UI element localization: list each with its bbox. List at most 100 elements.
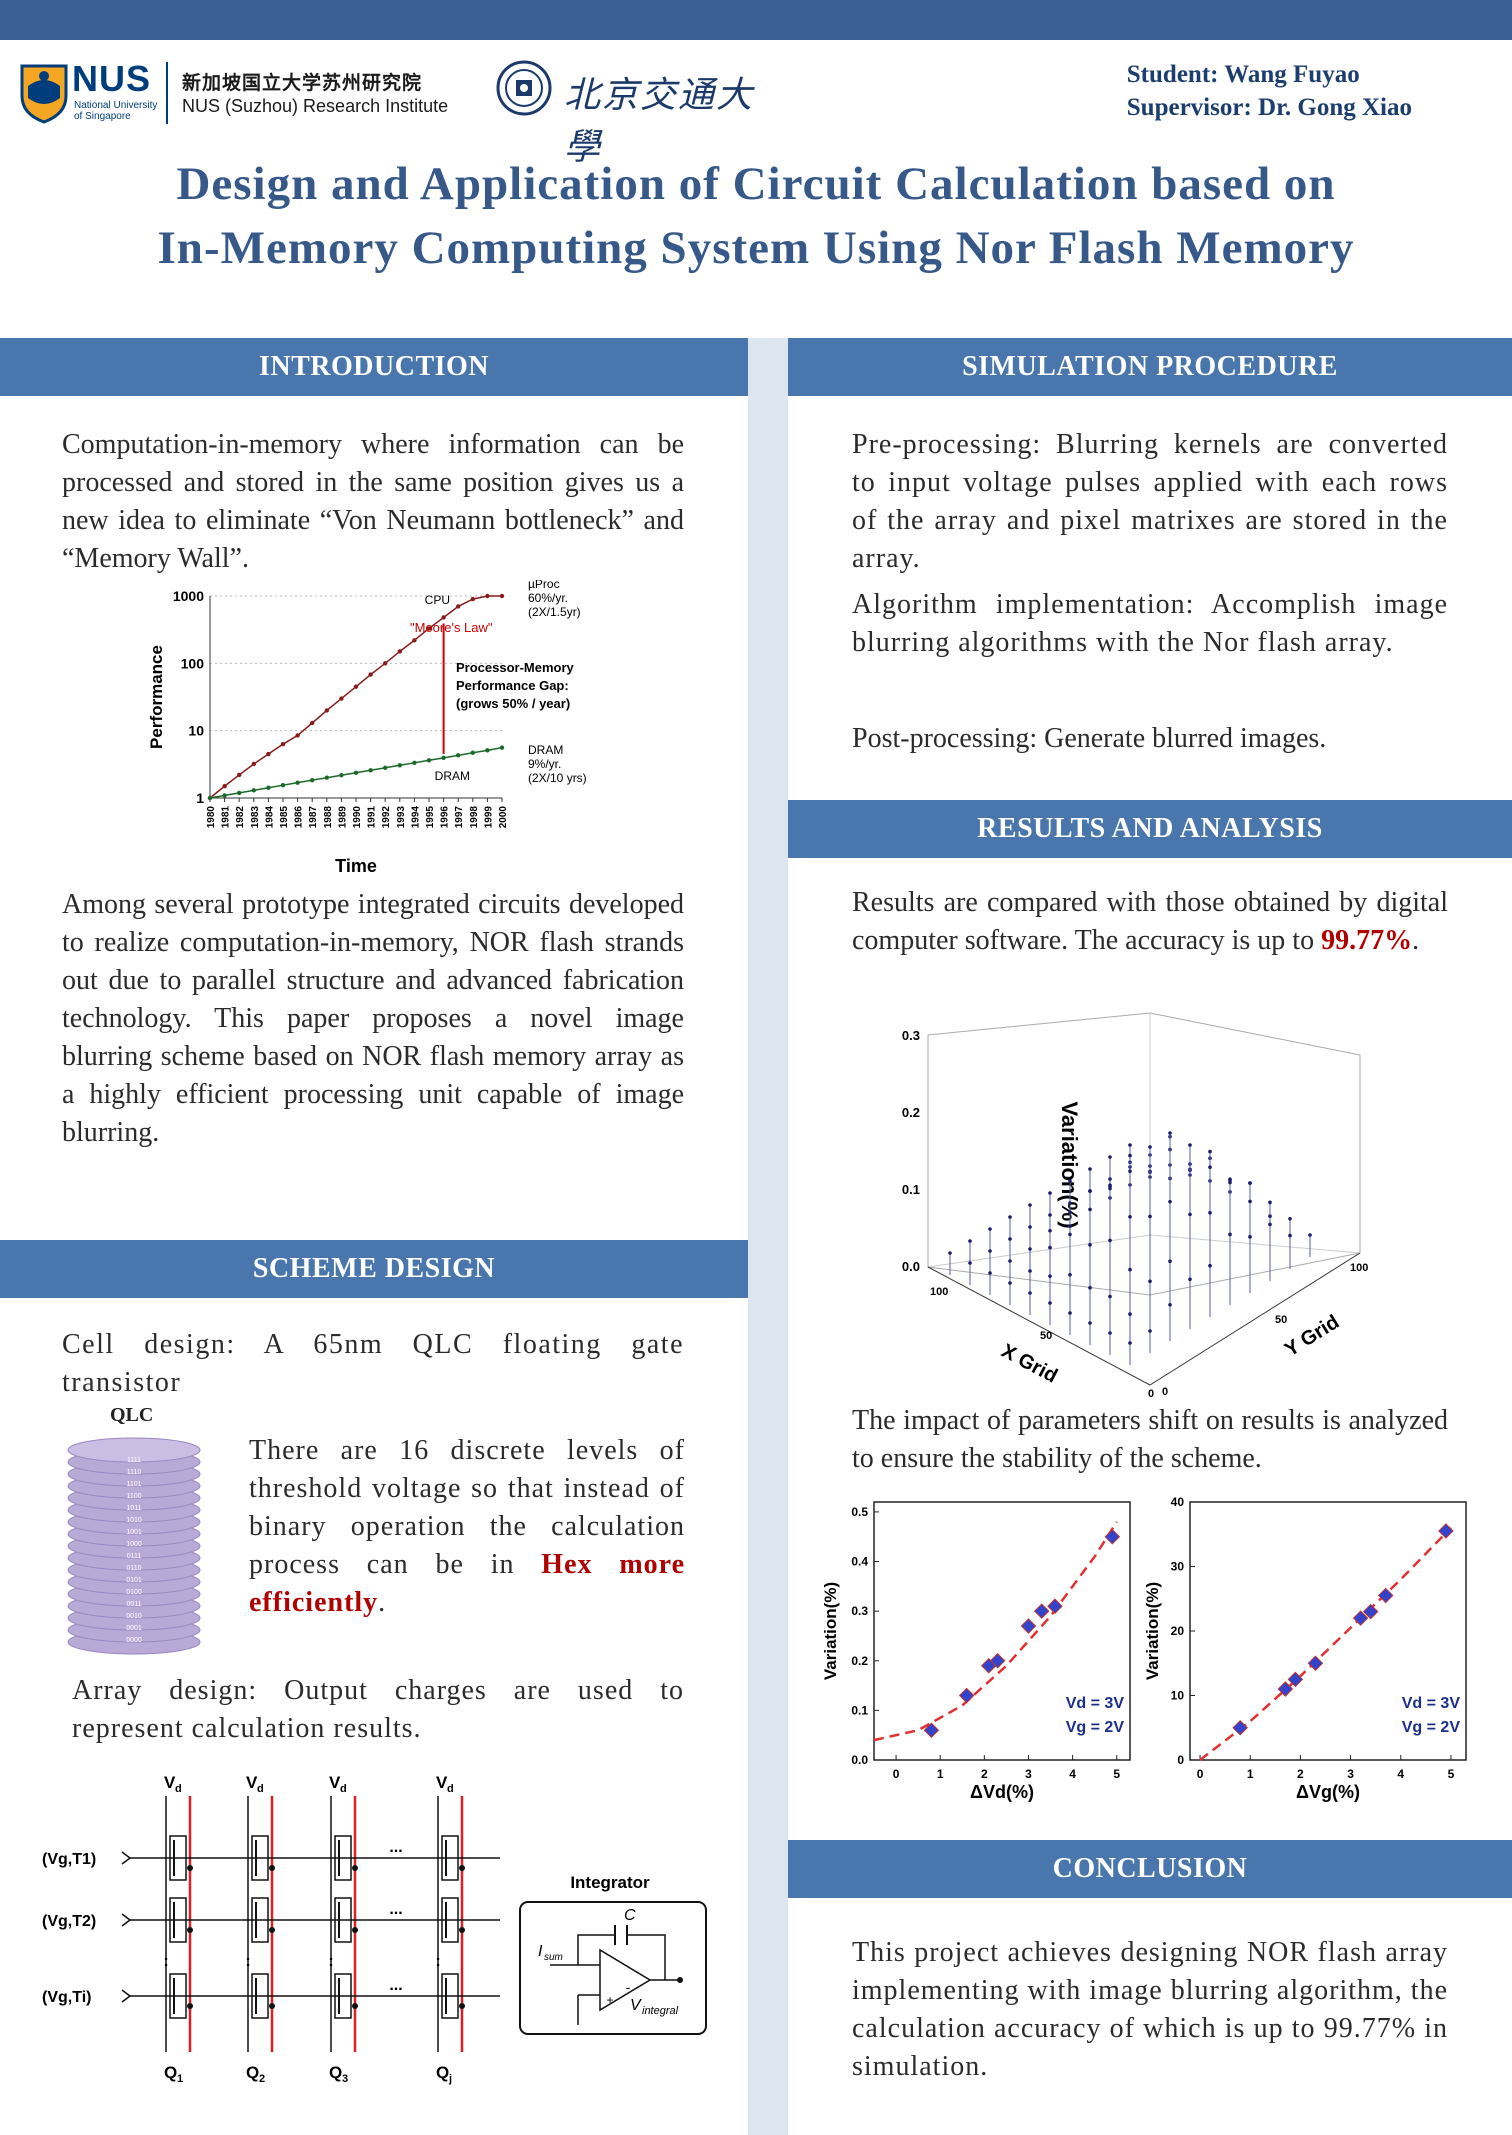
plot-frame	[927, 1012, 1361, 1296]
y-tick-label: 10	[188, 723, 204, 739]
conclusion-paragraph: This project achieves designing NOR flas…	[852, 1937, 1449, 2082]
data-point	[1287, 1671, 1304, 1688]
data-point	[310, 720, 315, 726]
cell-design-text: Cell design: A 65nm QLC floating gate tr…	[62, 1329, 684, 1398]
transistor-cell	[251, 1973, 269, 2019]
levels-end: .	[378, 1587, 387, 1618]
supervisor-name: Supervisor: Dr. Gong Xiao	[1126, 94, 1412, 121]
data-point	[368, 768, 373, 773]
feedback-path	[577, 1934, 666, 1980]
y-tick-label: 100	[1350, 1262, 1368, 1274]
stem-marker	[1088, 1189, 1092, 1193]
y-axis	[1149, 1252, 1361, 1386]
data-point	[237, 790, 242, 796]
data-point	[397, 649, 402, 654]
row-arrow	[121, 1913, 132, 1927]
qlc-code: 0101	[126, 1577, 142, 1584]
stem-marker	[1168, 1199, 1172, 1204]
stem-marker	[1188, 1277, 1192, 1282]
moores-law-label: "Moore's Law"	[410, 620, 493, 635]
data-point	[456, 604, 461, 609]
data-point	[1277, 1681, 1294, 1697]
stem-marker	[1108, 1331, 1112, 1335]
legend-vd: Vd = 3V	[1402, 1695, 1461, 1712]
horizontal-dots: ...	[389, 1839, 402, 1856]
stem-marker	[1148, 1279, 1152, 1284]
data-point	[958, 1687, 975, 1704]
data-point	[383, 765, 388, 770]
y-tick-label: 1000	[173, 588, 204, 604]
data-point	[1020, 1618, 1037, 1634]
stem-marker	[968, 1239, 972, 1243]
legend-vd: Vd = 3V	[1066, 1695, 1125, 1712]
data-point	[295, 733, 300, 738]
junction-dot	[269, 1927, 275, 1933]
stem-marker	[1128, 1312, 1132, 1316]
stem-marker	[1028, 1225, 1032, 1229]
y-tick-label: 30	[1171, 1560, 1185, 1574]
stem-marker	[988, 1249, 992, 1253]
vd-subscript: d	[175, 1783, 182, 1795]
data-point	[499, 593, 505, 599]
stem-marker	[1088, 1286, 1092, 1290]
nus-sub-line1: National University	[74, 100, 158, 111]
vd-subscript: d	[340, 1783, 347, 1795]
data-point	[485, 593, 490, 599]
y-tick-label: 0.5	[851, 1505, 868, 1519]
stem-marker	[1128, 1341, 1132, 1345]
data-point	[1362, 1603, 1379, 1620]
qlc-code: 0000	[126, 1637, 142, 1644]
x-tick-label: 1986	[294, 806, 305, 829]
z-tick-label: 0.0	[902, 1259, 920, 1274]
stem-marker	[1048, 1213, 1052, 1217]
qlc-code: 1101	[126, 1481, 141, 1488]
stem-marker	[1108, 1238, 1112, 1243]
levels-paragraph: There are 16 discrete levels of threshol…	[249, 1432, 685, 1622]
levels-highlight: Hex more efficiently	[249, 1549, 685, 1618]
stem-marker	[1048, 1301, 1052, 1305]
y-tick-label: 1	[196, 790, 204, 806]
x-tick-label: 2	[1297, 1767, 1304, 1781]
stem-marker	[1128, 1267, 1132, 1272]
data-point	[295, 780, 300, 785]
x-tick-label: 0	[1197, 1767, 1204, 1781]
x-tick-label: 100	[930, 1286, 948, 1298]
data-point	[207, 795, 213, 801]
qlc-code: 1001	[126, 1529, 142, 1536]
data-point	[222, 793, 227, 798]
x-axis-label: ΔVd(%)	[970, 1782, 1034, 1802]
q-label: Q	[329, 2063, 342, 2082]
junction-dot	[352, 1927, 358, 1933]
column-gutter	[748, 338, 788, 2135]
results-heading: RESULTS AND ANALYSIS	[788, 800, 1512, 858]
row-arrow	[121, 1851, 132, 1865]
stem-marker	[1048, 1191, 1052, 1195]
data-point	[339, 773, 344, 778]
poster-title: Design and Application of Circuit Calcul…	[0, 152, 1512, 280]
stem-marker	[1208, 1263, 1212, 1268]
introduction-heading: INTRODUCTION	[0, 338, 748, 396]
data-point	[1438, 1523, 1454, 1539]
stem-marker	[1288, 1233, 1292, 1238]
annotation: 9%/yr.	[528, 757, 561, 771]
transistor-cell	[251, 1897, 269, 1943]
stem-marker	[1208, 1211, 1212, 1215]
z-tick-label: 0.2	[902, 1105, 920, 1120]
data-point	[1104, 1528, 1121, 1545]
bjtu-wordmark: 北京交通大學	[564, 75, 755, 168]
x-tick-label: 4	[1397, 1767, 1404, 1781]
junction-dot	[352, 1865, 358, 1871]
nus-sub-line2: of Singapore	[74, 111, 131, 122]
stem-marker	[1008, 1215, 1012, 1219]
qlc-code: 0011	[126, 1601, 141, 1608]
stem-marker	[1228, 1232, 1232, 1237]
q-label: Q	[246, 2063, 259, 2082]
data-point	[485, 748, 490, 753]
transistor-cell	[334, 1835, 352, 1881]
x-tick-label: 1996	[440, 806, 451, 829]
stem-marker	[1068, 1201, 1072, 1205]
data-point	[266, 751, 271, 757]
annotation: (grows 50% / year)	[456, 696, 570, 711]
qlc-code: 0100	[126, 1589, 142, 1596]
vd-label: V	[436, 1773, 448, 1792]
